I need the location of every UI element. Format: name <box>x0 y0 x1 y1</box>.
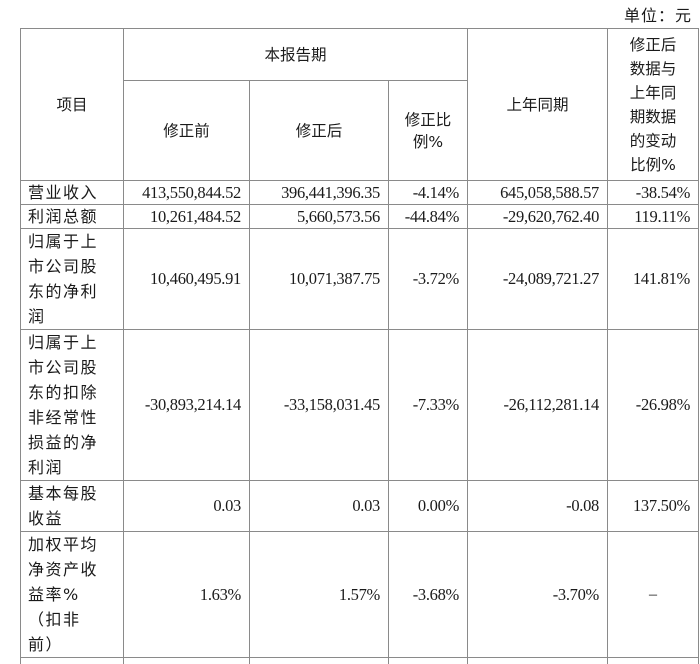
cell-before: -30,893,214.14 <box>124 330 250 481</box>
header-before-correction: 修正前 <box>124 81 250 181</box>
cell-empty <box>468 658 608 664</box>
cell-ratio: -7.33% <box>389 330 468 481</box>
cell-prior: -24,089,721.27 <box>468 229 608 330</box>
row-label-text: 基本每股收益 <box>28 481 98 531</box>
cell-after: 5,660,573.56 <box>250 205 389 229</box>
row-label: 基本每股收益 <box>21 481 124 532</box>
cell-change: 141.81% <box>608 229 699 330</box>
table-row-weighted-roe: 加权平均净资产收益率%（扣非前） 1.63% 1.57% -3.68% -3.7… <box>21 532 699 658</box>
cell-ratio: 0.00% <box>389 481 468 532</box>
cell-ratio: -44.84% <box>389 205 468 229</box>
table-row-total-profit: 利润总额 10,261,484.52 5,660,573.56 -44.84% … <box>21 205 699 229</box>
row-label: 营业收入 <box>21 181 124 205</box>
cell-before: 0.03 <box>124 481 250 532</box>
header-change-ratio: 修正后数据与上年同期数据的变动比例% <box>608 29 699 181</box>
header-current-period-label: 本报告期 <box>265 46 327 64</box>
unit-label: 单位：元 <box>624 2 692 26</box>
cell-after: 0.03 <box>250 481 389 532</box>
cell-before: 10,261,484.52 <box>124 205 250 229</box>
financial-correction-table: 项目 本报告期 上年同期 修正后数据与上年同期数据的变动比例% 修正前 修正后 … <box>20 28 699 664</box>
cell-empty <box>124 658 250 664</box>
table-row-net-profit: 归属于上市公司股东的净利润 10,460,495.91 10,071,387.7… <box>21 229 699 330</box>
header-item-label: 项目 <box>56 96 87 114</box>
table-row-net-profit-excl-nonrecurring: 归属于上市公司股东的扣除非经常性损益的净利润 -30,893,214.14 -3… <box>21 330 699 481</box>
cell-after: 396,441,396.35 <box>250 181 389 205</box>
row-label-text: 归属于上市公司股东的扣除非经常性损益的净利润 <box>28 330 98 480</box>
cell-before: 1.63% <box>124 532 250 658</box>
cell-before: 10,460,495.91 <box>124 229 250 330</box>
cell-ratio: -3.68% <box>389 532 468 658</box>
header-item: 项目 <box>21 29 124 181</box>
cell-after: -33,158,031.45 <box>250 330 389 481</box>
header-current-period: 本报告期 <box>124 29 468 81</box>
row-label: 加权平均净资产收益率%（扣非前） <box>21 532 124 658</box>
cell-change: -38.54% <box>608 181 699 205</box>
cell-empty <box>389 658 468 664</box>
row-label-text: 加权平均净资产收益率%（扣非前） <box>28 532 104 657</box>
header-change-ratio-label: 修正后数据与上年同期数据的变动比例% <box>627 33 679 177</box>
cell-after: 10,071,387.75 <box>250 229 389 330</box>
cell-prior: -26,112,281.14 <box>468 330 608 481</box>
cell-ratio: -4.14% <box>389 181 468 205</box>
cell-prior: -0.08 <box>468 481 608 532</box>
cell-change: – <box>608 532 699 658</box>
cell-empty <box>250 658 389 664</box>
header-correction-ratio-label: 修正比例% <box>403 109 453 153</box>
cell-change: -26.98% <box>608 330 699 481</box>
header-before-correction-label: 修正前 <box>163 122 210 140</box>
header-after-correction-label: 修正后 <box>296 122 343 140</box>
cell-ratio: -3.72% <box>389 229 468 330</box>
header-prior-year-label: 上年同期 <box>507 96 569 114</box>
cell-empty <box>21 658 124 664</box>
table-row-continued <box>21 658 699 664</box>
row-label: 归属于上市公司股东的扣除非经常性损益的净利润 <box>21 330 124 481</box>
row-label: 归属于上市公司股东的净利润 <box>21 229 124 330</box>
header-prior-year: 上年同期 <box>468 29 608 181</box>
cell-prior: -29,620,762.40 <box>468 205 608 229</box>
cell-change: 137.50% <box>608 481 699 532</box>
cell-prior: -3.70% <box>468 532 608 658</box>
table-row-revenue: 营业收入 413,550,844.52 396,441,396.35 -4.14… <box>21 181 699 205</box>
row-label-text: 归属于上市公司股东的净利润 <box>28 229 98 329</box>
table-row-basic-eps: 基本每股收益 0.03 0.03 0.00% -0.08 137.50% <box>21 481 699 532</box>
cell-change: 119.11% <box>608 205 699 229</box>
header-correction-ratio: 修正比例% <box>389 81 468 181</box>
cell-after: 1.57% <box>250 532 389 658</box>
row-label: 利润总额 <box>21 205 124 229</box>
cell-prior: 645,058,588.57 <box>468 181 608 205</box>
cell-empty <box>608 658 699 664</box>
header-after-correction: 修正后 <box>250 81 389 181</box>
cell-before: 413,550,844.52 <box>124 181 250 205</box>
